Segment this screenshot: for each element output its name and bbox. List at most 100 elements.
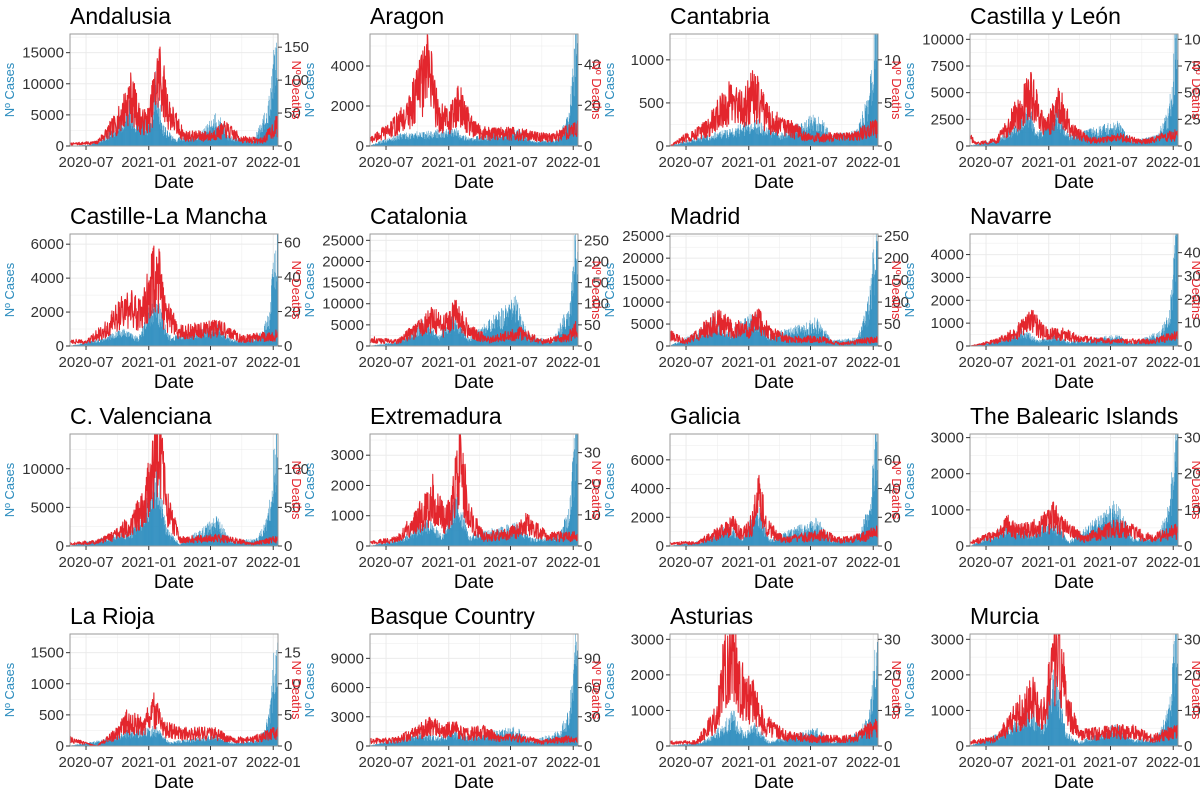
left-tick-label: 0 bbox=[656, 138, 664, 155]
right-tick-label: 0 bbox=[1184, 138, 1192, 155]
left-tick-label: 2500 bbox=[931, 111, 964, 128]
x-tick-label: 2022-01 bbox=[846, 154, 901, 171]
x-tick-label: 2021-01 bbox=[721, 354, 776, 371]
panel-madrid: Madrid0500010000150002000025000050100150… bbox=[602, 203, 909, 393]
left-tick-label: 4000 bbox=[331, 58, 364, 75]
left-tick-label: 5000 bbox=[31, 107, 64, 124]
x-tick-label: 2021-01 bbox=[121, 354, 176, 371]
cases-bars bbox=[72, 34, 278, 146]
left-tick-label: 20000 bbox=[622, 250, 664, 267]
left-tick-label: 0 bbox=[956, 138, 964, 155]
left-tick-label: 0 bbox=[56, 138, 64, 155]
right-tick-label: 0 bbox=[284, 138, 292, 155]
left-axis-label: Nº Cases bbox=[302, 62, 317, 117]
x-axis-label: Date bbox=[154, 172, 194, 193]
left-tick-label: 4000 bbox=[31, 270, 64, 287]
left-tick-label: 10000 bbox=[922, 31, 964, 48]
left-tick-label: 1000 bbox=[631, 52, 664, 69]
x-tick-label: 2021-01 bbox=[421, 154, 476, 171]
x-tick-label: 2022-01 bbox=[1146, 154, 1200, 171]
left-tick-label: 0 bbox=[356, 138, 364, 155]
left-tick-label: 15000 bbox=[622, 272, 664, 289]
x-axis-label: Date bbox=[754, 372, 794, 393]
left-tick-label: 15000 bbox=[22, 45, 64, 62]
panel-catalonia: Catalonia0500010000150002000025000050100… bbox=[302, 203, 609, 393]
left-tick-label: 25000 bbox=[322, 232, 364, 249]
x-tick-label: 2020-07 bbox=[958, 154, 1013, 171]
left-tick-label: 7500 bbox=[931, 58, 964, 75]
left-tick-label: 15000 bbox=[322, 275, 364, 292]
left-tick-label: 500 bbox=[639, 95, 664, 112]
left-tick-label: 20000 bbox=[322, 253, 364, 270]
x-tick-label: 2022-01 bbox=[546, 354, 601, 371]
x-tick-label: 2021-07 bbox=[183, 354, 238, 371]
panel-navarre: Navarre010002000300040000102030402020-07… bbox=[902, 203, 1200, 393]
x-tick-label: 2021-07 bbox=[183, 154, 238, 171]
x-tick-label: 2021-07 bbox=[483, 354, 538, 371]
x-tick-label: 2021-01 bbox=[421, 354, 476, 371]
right-tick-label: 0 bbox=[584, 338, 592, 355]
right-tick-label: 0 bbox=[884, 338, 892, 355]
left-axis-label: Nº Cases bbox=[302, 262, 317, 317]
left-tick-label: 10000 bbox=[22, 76, 64, 93]
left-tick-label: 10000 bbox=[322, 296, 364, 313]
left-tick-label: 6000 bbox=[31, 236, 64, 253]
panel-border bbox=[970, 34, 1178, 146]
left-axis-label: Nº Cases bbox=[602, 262, 617, 317]
right-tick-label: 0 bbox=[584, 138, 592, 155]
x-tick-label: 2021-07 bbox=[1083, 154, 1138, 171]
left-tick-label: 10000 bbox=[622, 294, 664, 311]
left-axis-label: Nº Cases bbox=[2, 62, 17, 117]
x-tick-label: 2022-01 bbox=[846, 354, 901, 371]
panel-castille-la-mancha: Castille-La Mancha0200040006000020406020… bbox=[2, 203, 304, 393]
panel-title: Cantabria bbox=[670, 3, 770, 29]
left-tick-label: 25000 bbox=[622, 228, 664, 245]
left-tick-label: 5000 bbox=[331, 317, 364, 334]
right-tick-label: 0 bbox=[284, 338, 292, 355]
panel-title: Navarre bbox=[970, 203, 1052, 229]
x-tick-label: 2020-07 bbox=[58, 354, 113, 371]
x-tick-label: 2021-07 bbox=[783, 154, 838, 171]
deaths-line bbox=[970, 72, 1178, 144]
left-axis-label: Nº Cases bbox=[2, 262, 17, 317]
x-tick-label: 2020-07 bbox=[658, 154, 713, 171]
x-tick-label: 2020-07 bbox=[58, 154, 113, 171]
left-axis-label: Nº Cases bbox=[902, 62, 917, 117]
right-tick-label: 100 bbox=[1184, 31, 1200, 48]
panel-title: Castilla y León bbox=[970, 3, 1121, 29]
right-tick-label: 250 bbox=[584, 232, 609, 249]
left-tick-label: 0 bbox=[356, 338, 364, 355]
x-tick-label: 2021-07 bbox=[783, 354, 838, 371]
x-axis-label: Date bbox=[154, 372, 194, 393]
panel-title: Catalonia bbox=[370, 203, 467, 229]
right-tick-label: 150 bbox=[284, 39, 309, 56]
x-tick-label: 2022-01 bbox=[246, 154, 301, 171]
deaths-line bbox=[370, 300, 578, 344]
x-axis-label: Date bbox=[1054, 172, 1094, 193]
panel-title: Madrid bbox=[670, 203, 740, 229]
x-tick-label: 2021-07 bbox=[483, 154, 538, 171]
panel-andalusia: Andalusia0500010000150000501001502020-07… bbox=[2, 3, 309, 193]
right-tick-label: 0 bbox=[884, 138, 892, 155]
left-tick-label: 0 bbox=[56, 338, 64, 355]
x-tick-label: 2022-01 bbox=[546, 154, 601, 171]
panel-castilla-y-le-n: Castilla y León0250050007500100000255075… bbox=[902, 3, 1200, 193]
x-tick-label: 2020-07 bbox=[358, 354, 413, 371]
right-tick-label: 250 bbox=[884, 228, 909, 245]
cases-bars bbox=[970, 234, 1178, 346]
x-tick-label: 2022-01 bbox=[246, 354, 301, 371]
x-tick-label: 2021-01 bbox=[721, 154, 776, 171]
panel-title: Aragon bbox=[370, 3, 444, 29]
x-tick-label: 2021-01 bbox=[121, 154, 176, 171]
left-tick-label: 2000 bbox=[331, 98, 364, 115]
x-tick-label: 2021-01 bbox=[1021, 154, 1076, 171]
x-tick-label: 2020-07 bbox=[358, 154, 413, 171]
left-tick-label: 2000 bbox=[31, 304, 64, 321]
right-axis-label: Nº Deaths bbox=[1189, 61, 1200, 120]
panel-title: Andalusia bbox=[70, 3, 171, 29]
panel-title: Castille-La Mancha bbox=[70, 203, 267, 229]
x-axis-label: Date bbox=[754, 172, 794, 193]
